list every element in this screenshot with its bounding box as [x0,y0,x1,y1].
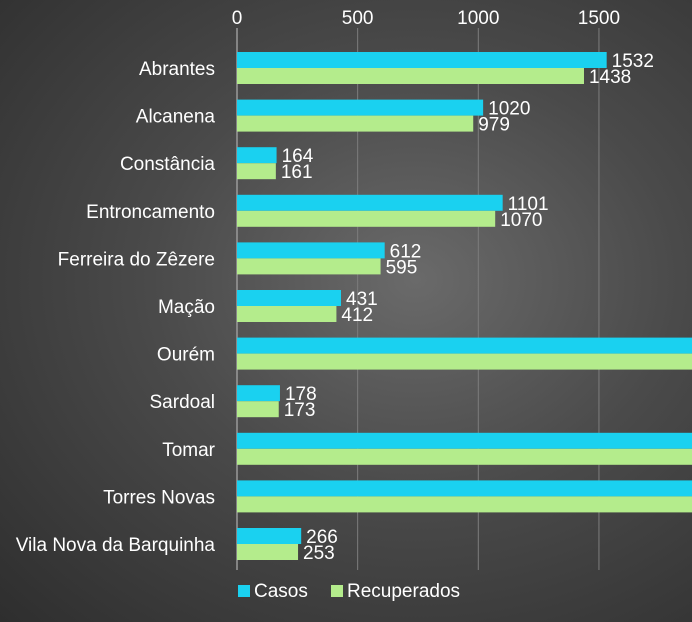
casos-value-label: 266 [306,527,338,548]
recuperados-value-label: 1438 [589,67,631,88]
casos-bar [237,337,692,354]
recuperados-value-label: 253 [303,543,335,564]
recuperados-bar [237,306,337,322]
bars [237,52,692,560]
category-label: Tomar [162,440,215,461]
recuperados-value-label: 412 [341,305,373,326]
casos-bar [237,52,607,68]
recuperados-value-label: 979 [478,115,510,136]
x-tick-label: 500 [342,8,374,29]
casos-value-label: 1020 [488,99,530,120]
recuperados-bar [237,210,496,227]
category-label: Constância [120,154,215,175]
casos-bar [237,480,692,497]
recuperados-value-label: 595 [386,257,418,278]
casos-value-label: 164 [282,146,314,167]
recuperados-bar [237,544,299,560]
recuperados-bar [237,496,692,513]
category-label: Entroncamento [86,202,215,223]
casos-bar [237,385,280,402]
casos-bar [237,194,503,211]
recuperados-value-label: 1070 [500,210,542,231]
casos-bar [237,99,484,116]
casos-bar [237,242,385,259]
category-label: Sardoal [150,392,216,413]
legend-label-casos: Casos [254,581,308,602]
category-label: Alcanena [136,107,216,128]
x-tick-label: 1000 [457,8,499,29]
casos-value-label: 1532 [612,51,654,72]
casos-value-label: 178 [285,384,317,405]
legend-swatch-recuperados [331,585,343,597]
category-label: Torres Novas [103,487,215,508]
category-labels: Abrantes Alcanena Constância Entroncamento F… [16,59,216,556]
category-label: Vila Nova da Barquinha [16,535,216,556]
category-label: Ferreira do Zêzere [58,249,215,270]
legend-label-recuperados: Recuperados [347,581,460,602]
recuperados-value-label: 161 [281,162,313,183]
recuperados-value-label: 173 [284,400,316,421]
recuperados-bar [237,68,584,84]
x-tick-label: 0 [232,8,243,29]
casos-bar [237,432,692,449]
recuperados-bar [237,401,279,418]
casos-bar [237,528,302,544]
category-label: Mação [158,297,215,318]
casos-value-label: 431 [346,289,378,310]
recuperados-bar [237,448,692,465]
category-label: Ourém [157,345,215,366]
casos-bar [237,147,277,164]
legend: Casos Recuperados [238,581,460,602]
recuperados-bar [237,115,474,132]
casos-value-label: 1101 [508,194,549,215]
category-label: Abrantes [139,59,215,80]
recuperados-bar [237,163,276,180]
x-axis-ticks: 0500100015002000250030003500 [232,8,620,29]
legend-swatch-casos [238,585,250,597]
recuperados-bar [237,353,692,370]
casos-value-label: 612 [390,241,422,262]
recuperados-bar [237,258,381,275]
x-tick-label: 1500 [578,8,620,29]
casos-bar [237,290,342,306]
